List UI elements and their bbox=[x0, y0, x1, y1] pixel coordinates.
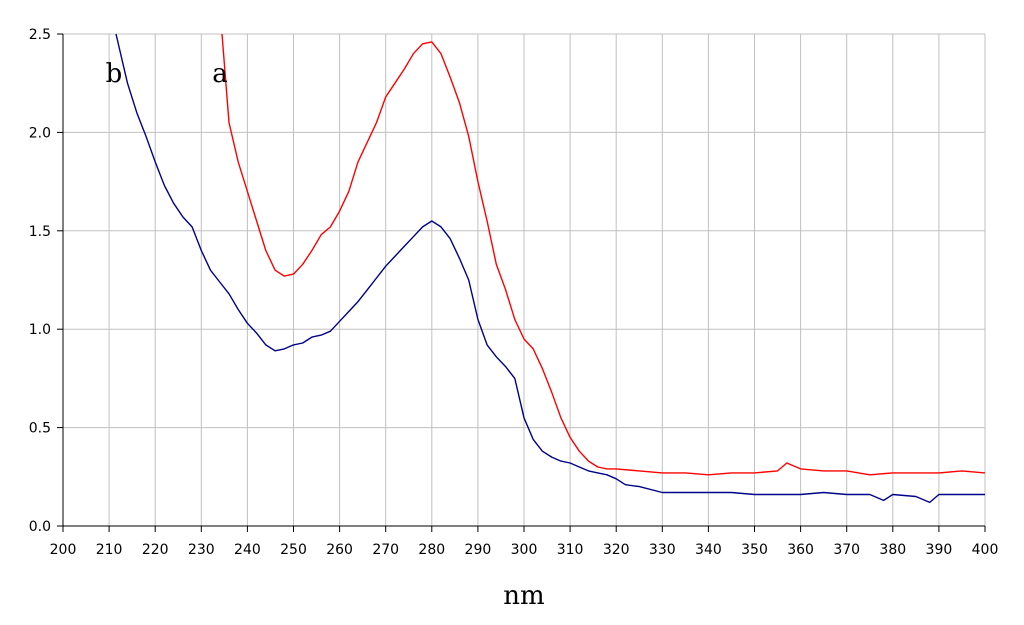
x-tick-label: 350 bbox=[741, 542, 768, 558]
x-tick-label: 220 bbox=[142, 542, 169, 558]
x-tick-label: 290 bbox=[465, 542, 492, 558]
axes bbox=[57, 33, 986, 532]
x-tick-label: 330 bbox=[649, 542, 676, 558]
grid-lines bbox=[63, 33, 986, 526]
x-tick-label: 360 bbox=[787, 542, 814, 558]
x-tick-label: 270 bbox=[372, 542, 399, 558]
series-label-a: a bbox=[212, 59, 228, 89]
series-line-b bbox=[115, 33, 985, 504]
x-tick-label: 200 bbox=[50, 542, 77, 558]
series-label-b: b bbox=[106, 59, 123, 89]
x-tick-label: 210 bbox=[96, 542, 123, 558]
y-tick-label: 0.5 bbox=[29, 421, 51, 437]
series-labels: ab bbox=[106, 59, 228, 89]
x-tick-label: 380 bbox=[879, 542, 906, 558]
y-tick-label: 2.0 bbox=[29, 125, 51, 141]
series-line-a bbox=[221, 33, 986, 476]
x-tick-label: 320 bbox=[603, 542, 630, 558]
y-tick-label: 0.0 bbox=[29, 519, 51, 535]
x-tick-label: 340 bbox=[695, 542, 722, 558]
y-tick-labels: 0.0 0.5 1.0 1.5 2.0 2.5 bbox=[29, 27, 51, 535]
series-lines bbox=[115, 33, 986, 504]
x-tick-label: 260 bbox=[326, 542, 353, 558]
y-tick-label: 1.5 bbox=[29, 224, 51, 240]
x-tick-label: 240 bbox=[234, 542, 261, 558]
x-tick-label: 280 bbox=[418, 542, 445, 558]
y-tick-label: 1.0 bbox=[29, 322, 51, 338]
x-tick-label: 230 bbox=[188, 542, 215, 558]
x-tick-label: 300 bbox=[511, 542, 538, 558]
x-tick-labels: 200 210 220 230 240 250 260 270 280 290 300 310 320 3… bbox=[50, 542, 999, 558]
x-tick-label: 390 bbox=[926, 542, 953, 558]
x-tick-label: 310 bbox=[557, 542, 584, 558]
x-tick-label: 370 bbox=[833, 542, 860, 558]
x-axis-label: nm bbox=[503, 581, 544, 611]
y-tick-label: 2.5 bbox=[29, 27, 51, 43]
x-tick-label: 400 bbox=[972, 542, 999, 558]
x-tick-label: 250 bbox=[280, 542, 307, 558]
